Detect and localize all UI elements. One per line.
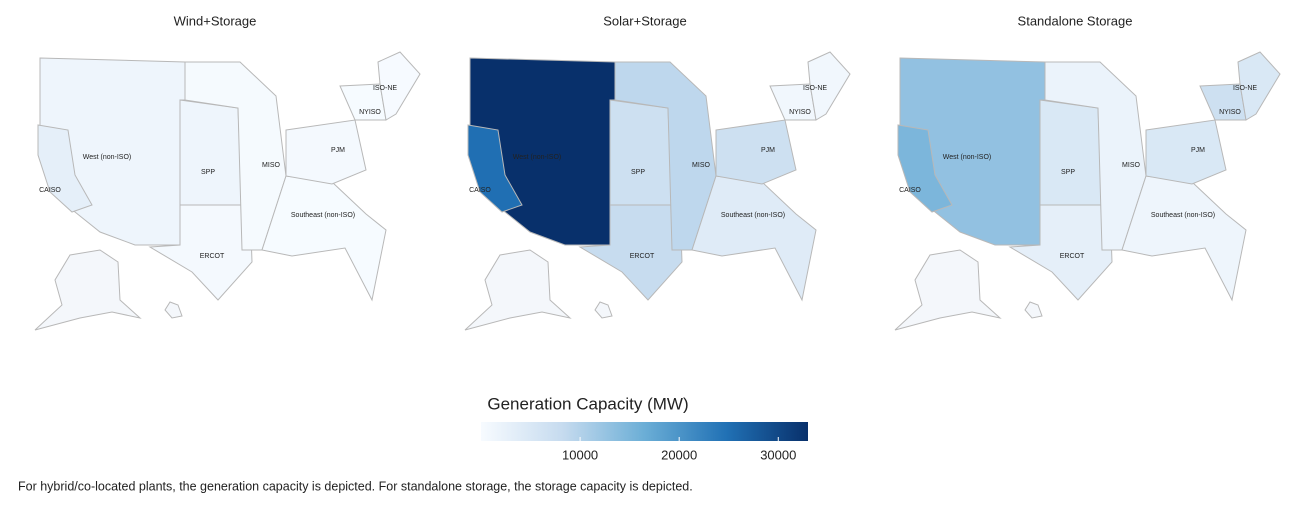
region-label: CAISO <box>469 187 491 194</box>
region <box>897 124 953 213</box>
colorbar <box>481 422 808 441</box>
region-label: SPP <box>201 169 215 176</box>
region-label: Southeast (non-ISO) <box>1151 212 1215 219</box>
region-label: West (non-ISO) <box>83 154 132 161</box>
region-label: SPP <box>1061 169 1075 176</box>
region <box>715 119 797 185</box>
panel-title: Standalone Storage <box>1018 13 1133 28</box>
colorbar-tick-label: 30000 <box>760 447 796 462</box>
region-label: CAISO <box>899 187 921 194</box>
region <box>179 99 243 206</box>
region-label: NYISO <box>359 109 381 116</box>
region-label: ERCOT <box>200 253 225 260</box>
region-label: Southeast (non-ISO) <box>291 212 355 219</box>
region <box>285 119 367 185</box>
map-panel: Standalone Storage West (non-ISO) CAISO SPP… <box>894 13 1281 331</box>
region-label: ISO-NE <box>1233 85 1257 92</box>
region-label: PJM <box>761 147 775 154</box>
region-label: MISO <box>1122 162 1140 169</box>
region-label: MISO <box>262 162 280 169</box>
colorbar-tick-label: 20000 <box>661 447 697 462</box>
region <box>1145 119 1227 185</box>
region <box>807 51 851 121</box>
region <box>261 175 387 302</box>
region-label: CAISO <box>39 187 61 194</box>
region-label: PJM <box>331 147 345 154</box>
region-label: Southeast (non-ISO) <box>721 212 785 219</box>
region <box>691 175 817 302</box>
region-label: NYISO <box>1219 109 1241 116</box>
region-label: MISO <box>692 162 710 169</box>
footnote: For hybrid/co-located plants, the genera… <box>18 479 693 493</box>
region-label: West (non-ISO) <box>943 154 992 161</box>
region-label: West (non-ISO) <box>513 154 562 161</box>
region <box>377 51 421 121</box>
panel-title: Wind+Storage <box>174 13 257 28</box>
alaska <box>464 249 572 331</box>
colorbar-tick-label: 10000 <box>562 447 598 462</box>
region <box>1237 51 1281 121</box>
region-label: ERCOT <box>630 253 655 260</box>
region-label: ERCOT <box>1060 253 1085 260</box>
hawaii <box>594 301 613 319</box>
region-label: ISO-NE <box>373 85 397 92</box>
region <box>1039 99 1103 206</box>
colorbar-title: Generation Capacity (MW) <box>487 394 688 413</box>
region <box>467 124 523 213</box>
region <box>37 124 93 213</box>
hawaii <box>1024 301 1043 319</box>
map-panel: Solar+Storage West (non-ISO) CAISO SPP ERCOT… <box>464 13 851 331</box>
panel-title: Solar+Storage <box>603 13 686 28</box>
region-label: ISO-NE <box>803 85 827 92</box>
alaska <box>34 249 142 331</box>
region <box>1121 175 1247 302</box>
alaska <box>894 249 1002 331</box>
region <box>609 99 673 206</box>
region-label: NYISO <box>789 109 811 116</box>
region-label: SPP <box>631 169 645 176</box>
region-label: PJM <box>1191 147 1205 154</box>
hawaii <box>164 301 183 319</box>
map-panel: Wind+Storage West (non-ISO) CAISO SPP ERCOT M… <box>34 13 421 331</box>
